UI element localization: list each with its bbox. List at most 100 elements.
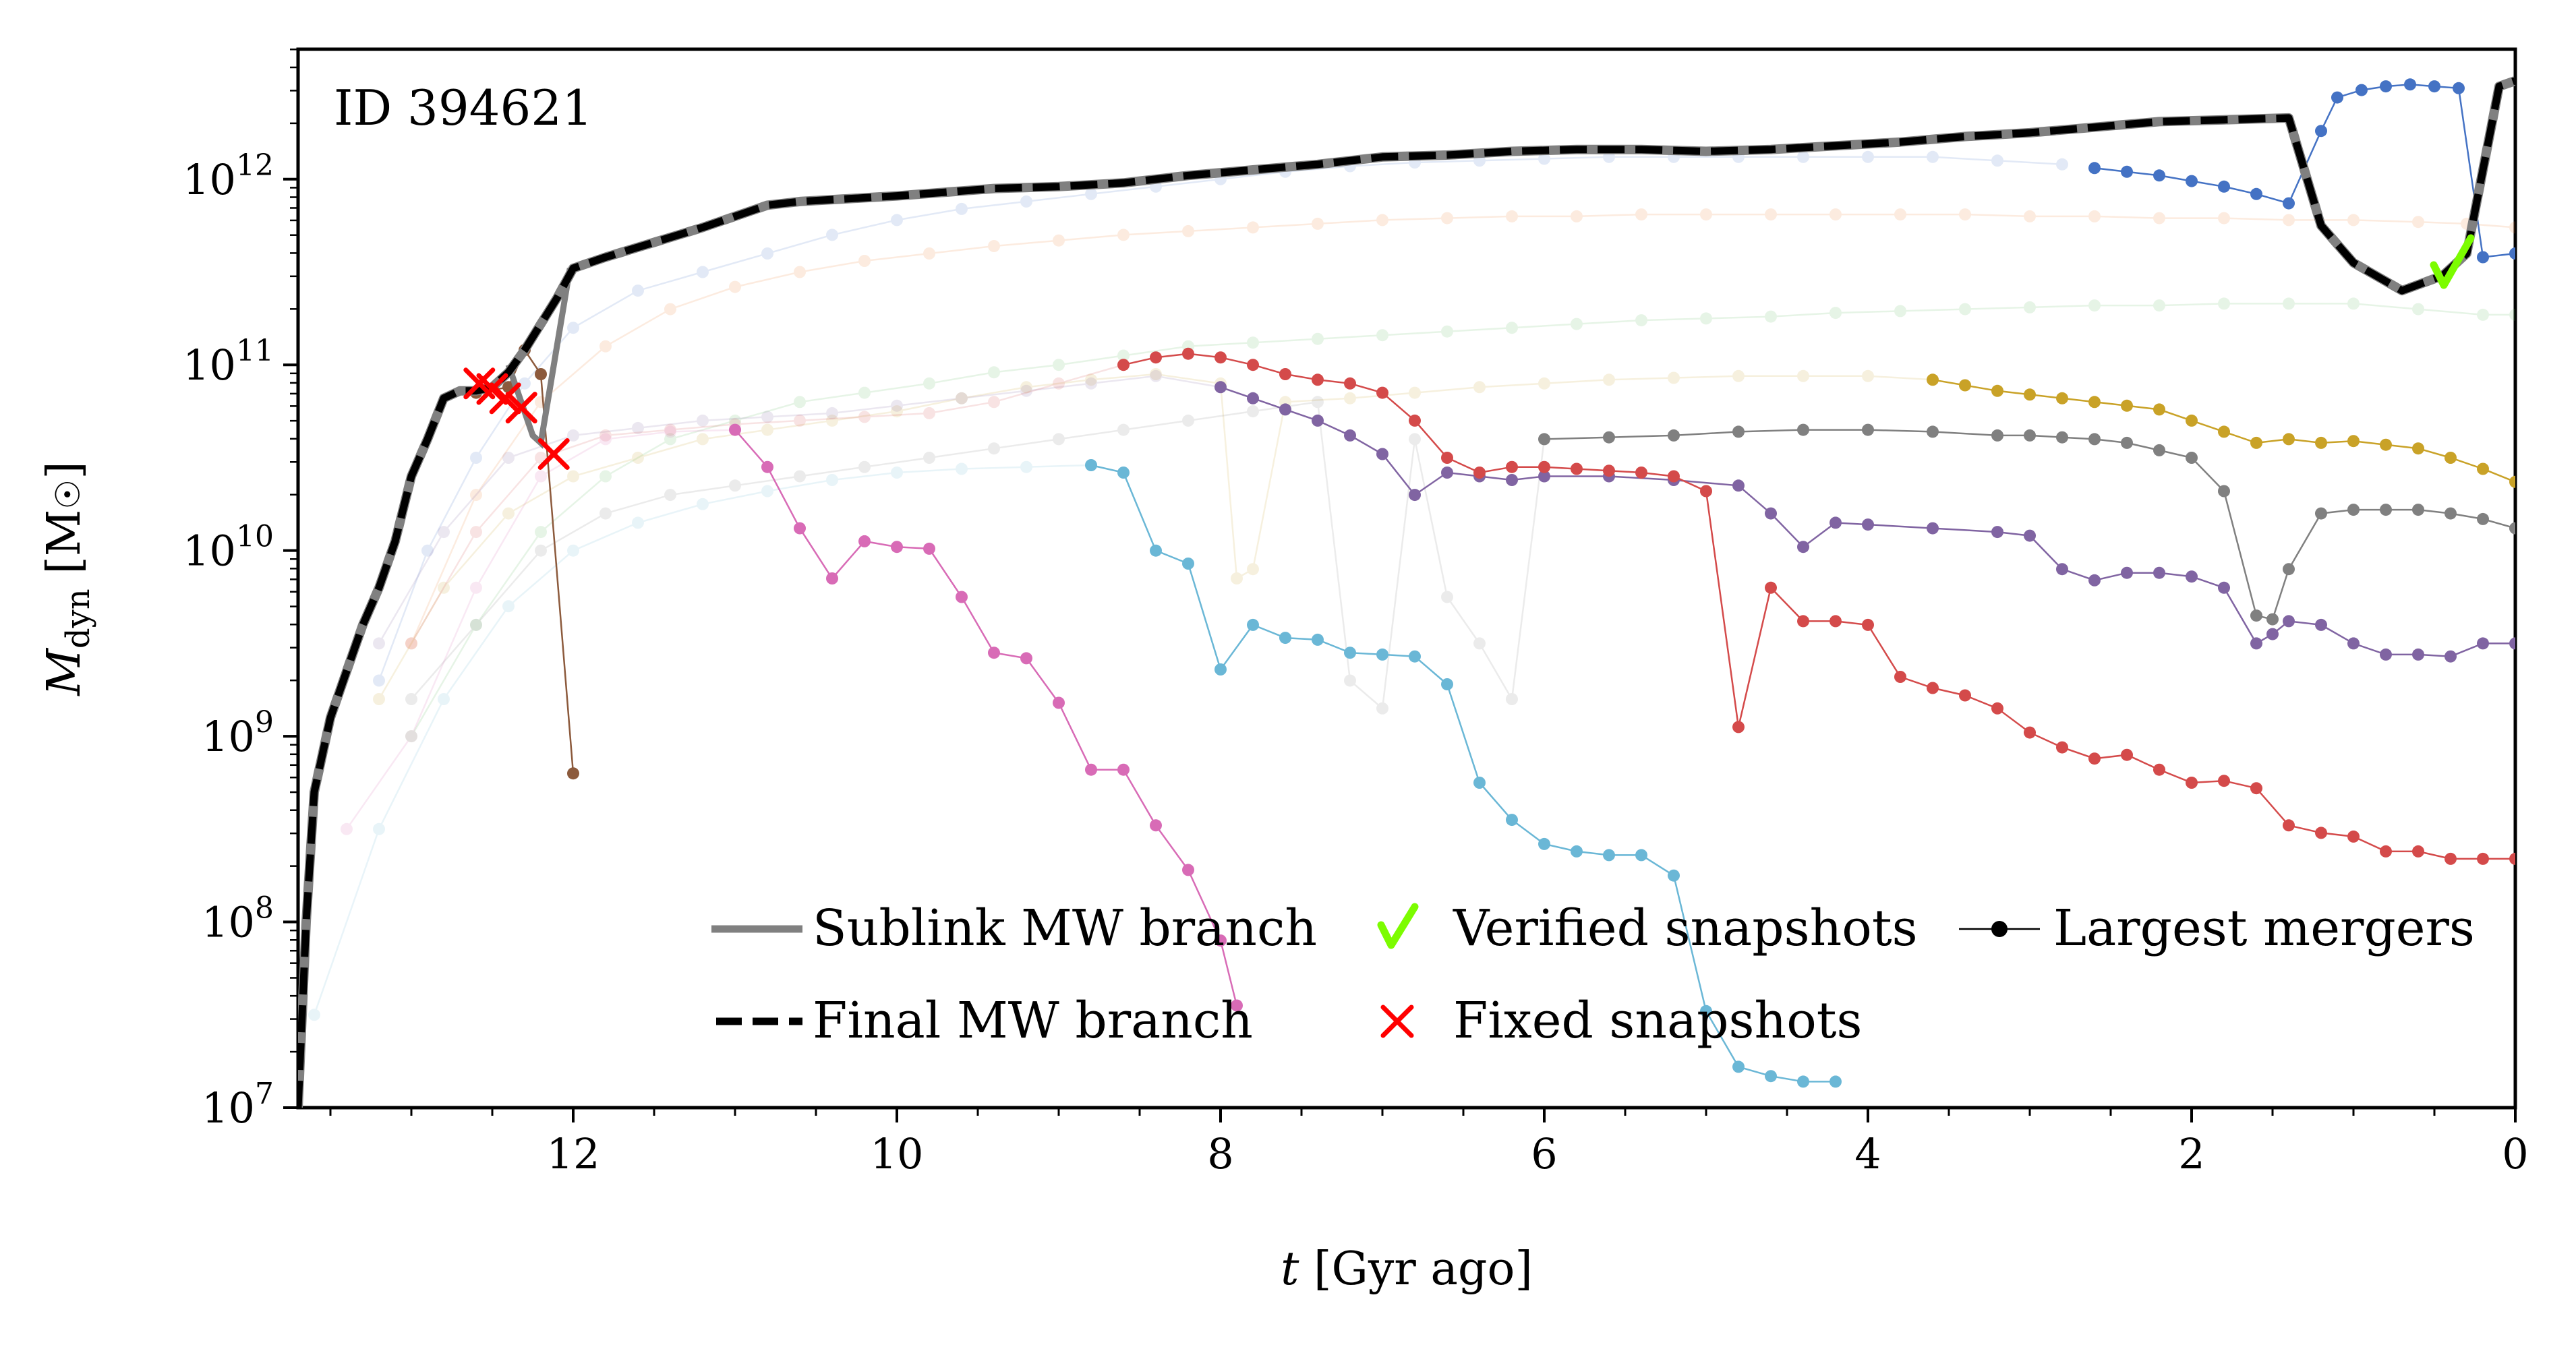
series-point-orange xyxy=(405,637,417,650)
series-point-red xyxy=(2250,782,2262,795)
series-point-gold xyxy=(2121,399,2133,412)
series-point-gold xyxy=(2380,438,2392,451)
series-point-gray xyxy=(1603,431,1615,444)
series-point-purple xyxy=(502,452,515,464)
series-point-gold xyxy=(632,452,644,464)
series-point-purple xyxy=(1765,507,1777,520)
series-point-gold xyxy=(1085,373,1097,386)
series-point-orange xyxy=(1829,208,1842,221)
series-point-purple xyxy=(2412,648,2424,661)
series-point-orange xyxy=(1182,224,1194,237)
series-point-gold xyxy=(697,433,709,446)
series-point-orange xyxy=(1700,208,1712,221)
series-point-pink xyxy=(1150,819,1162,832)
series-point-blue xyxy=(2509,247,2515,260)
series-point-green xyxy=(1894,305,1906,318)
series-point-cyan xyxy=(1150,544,1162,557)
series-point-orange xyxy=(858,255,871,267)
merger-series-gray-solid xyxy=(1538,423,2515,626)
marker-layer xyxy=(463,234,2475,470)
series-point-red xyxy=(2315,827,2327,839)
series-point-gray xyxy=(794,470,806,483)
series-point-purple xyxy=(2186,570,2198,583)
series-point-red xyxy=(2412,845,2424,858)
legend-entry-mergers: Largest mergers xyxy=(1959,899,2475,957)
series-point-red xyxy=(2283,819,2295,832)
series-point-green xyxy=(2477,308,2489,321)
series-line-orange-faded xyxy=(410,213,2515,644)
series-point-gold xyxy=(1020,381,1032,394)
series-point-gray xyxy=(1376,702,1388,715)
series-point-blue xyxy=(421,544,434,557)
series-point-green xyxy=(664,433,676,446)
series-point-cyan xyxy=(761,485,773,498)
series-point-cyan xyxy=(891,467,903,479)
halo-id-annotation: ID 394621 xyxy=(334,80,593,136)
merger-series-cyan-solid xyxy=(1085,459,1842,1088)
series-point-cyan xyxy=(1765,1070,1777,1083)
series-point-pink xyxy=(341,822,353,835)
series-point-gray xyxy=(1797,423,1809,436)
series-point-gray xyxy=(470,618,482,631)
series-point-gold xyxy=(1247,563,1259,576)
series-point-purple xyxy=(1150,369,1162,382)
series-point-blue xyxy=(632,284,644,297)
series-point-blue xyxy=(2088,162,2101,175)
series-point-pink xyxy=(761,460,773,473)
legend-sublink-label: Sublink MW branch xyxy=(813,899,1317,957)
series-point-cyan xyxy=(1376,648,1388,661)
series-point-blue xyxy=(519,377,531,390)
series-line-gray-faded xyxy=(411,400,1546,711)
series-point-green xyxy=(2088,299,2101,312)
series-point-gray xyxy=(2056,431,2068,444)
series-point-green xyxy=(923,377,935,390)
series-point-gold xyxy=(2445,452,2457,464)
series-point-gold xyxy=(761,423,773,436)
series-point-cyan xyxy=(1635,849,1647,862)
series-point-blue xyxy=(1862,150,1874,163)
series-point-green xyxy=(1635,314,1647,327)
series-point-cyan xyxy=(1344,647,1356,659)
series-point-cyan xyxy=(1085,459,1097,471)
merger-series-gold-solid xyxy=(1927,373,2515,488)
series-point-gold xyxy=(2250,436,2262,449)
series-point-cyan xyxy=(1732,1060,1745,1073)
merger-series-cyan-faded xyxy=(308,459,1097,1021)
series-point-blue xyxy=(567,322,579,334)
y-tick-label: 108 xyxy=(202,891,274,947)
series-point-green xyxy=(729,414,741,427)
series-point-purple xyxy=(1829,516,1842,529)
series-point-blue xyxy=(2186,175,2198,187)
series-point-purple xyxy=(1506,474,1518,486)
legend-fixed-label: Fixed snapshots xyxy=(1453,992,1862,1050)
series-point-green xyxy=(1376,329,1388,342)
check-icon xyxy=(1377,903,1419,949)
series-point-green xyxy=(2024,301,2036,313)
series-point-purple xyxy=(1991,526,2003,539)
series-point-purple xyxy=(373,637,385,650)
series-point-red xyxy=(1700,485,1712,498)
series-point-green xyxy=(2218,297,2230,310)
series-point-pink xyxy=(923,542,935,555)
series-point-orange xyxy=(2024,210,2036,222)
series-point-red xyxy=(1538,460,1550,473)
series-point-blue xyxy=(956,202,968,215)
series-point-red xyxy=(1182,347,1194,360)
series-point-pink xyxy=(535,470,547,483)
merger-series-red-solid xyxy=(1117,347,2515,865)
series-point-pink xyxy=(729,423,741,436)
series-point-purple xyxy=(697,414,709,427)
series-point-orange xyxy=(2347,214,2360,227)
series-point-cyan xyxy=(1020,460,1032,473)
series-point-purple xyxy=(1085,377,1097,390)
series-point-red xyxy=(1506,460,1518,473)
series-point-gray xyxy=(2315,507,2327,520)
series-point-gold xyxy=(502,507,515,520)
merger-series-blue-faded xyxy=(373,150,2068,687)
y-tick-label: 109 xyxy=(202,705,274,761)
series-point-pink xyxy=(1182,864,1194,876)
legend-verified-label: Verified snapshots xyxy=(1453,899,1918,957)
series-point-gold xyxy=(826,414,838,427)
fixed-snapshot-marker xyxy=(537,438,570,470)
